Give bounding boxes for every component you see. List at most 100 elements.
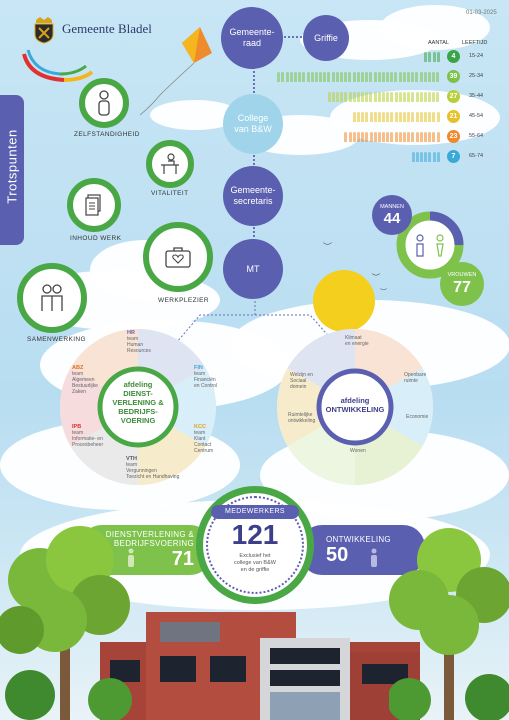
mt-label: MT: [246, 263, 260, 274]
person-figure-icon: [398, 92, 402, 102]
person-figure-icon: [285, 72, 289, 82]
dienstverlening-pie: [60, 329, 216, 485]
person-figure-icon: [377, 112, 381, 122]
team-code: ABZ: [72, 365, 84, 371]
person-figure-icon: [428, 52, 432, 62]
college-node[interactable]: College van B&W: [223, 94, 283, 154]
team-label-kcc: KCC team Klant Contact Centrum: [194, 424, 213, 454]
vitaliteit-circle: [146, 140, 194, 188]
person-figure-icon: [352, 112, 356, 122]
age-row-figures: [424, 51, 441, 63]
person-figure-icon: [382, 132, 386, 142]
person-figure-icon: [369, 132, 373, 142]
team-label-fin: FIN team Financiën en Control: [194, 365, 217, 389]
medewerkers-value: 121: [231, 519, 279, 550]
person-figure-icon: [419, 92, 423, 102]
secretaris-label: Gemeente- secretaris: [230, 185, 276, 206]
person-figure-icon: [432, 52, 436, 62]
vrouwen-badge: VROUWEN 77: [440, 262, 484, 306]
age-row-figures: [411, 151, 441, 163]
person-figure-icon: [419, 112, 423, 122]
team-code: VTH: [126, 456, 137, 462]
person-figure-icon: [411, 132, 415, 142]
person-figure-icon: [331, 92, 335, 102]
inhoud-werk-label: INHOUD WERK: [70, 235, 122, 242]
person-figure-icon: [386, 92, 390, 102]
tree-left: [0, 526, 132, 720]
gemeenteraad-node[interactable]: Gemeente- raad: [221, 7, 283, 69]
gemeenteraad-label: Gemeente- raad: [229, 27, 275, 48]
person-figure-icon: [432, 72, 436, 82]
person-figure-icon: [361, 132, 365, 142]
secretaris-node[interactable]: Gemeente- secretaris: [223, 166, 283, 226]
person-figure-icon: [407, 72, 410, 82]
person-figure-icon: [356, 112, 360, 122]
org-connector: [253, 40, 257, 280]
person-figure-icon: [403, 112, 407, 122]
document-icon: [85, 194, 101, 216]
zelfstandigheid-label: ZELFSTANDIGHEID: [74, 131, 140, 138]
medewerkers-ring-inner: [206, 496, 304, 594]
vitaliteit-label: VITALITEIT: [151, 190, 189, 197]
age-count-badge: 4: [447, 50, 460, 63]
vrouwen-value: 77: [453, 279, 471, 296]
person-figure-icon: [411, 112, 415, 122]
ontwikkeling-pie: [277, 329, 433, 485]
domain-label: Economie: [406, 414, 429, 420]
ontwikkeling-total-pill: ONTWIKKELING 50: [300, 525, 425, 575]
domain-label: Klimaat en energie: [345, 335, 369, 347]
kite-icon: [139, 27, 212, 116]
team-name: team Financiën en Control: [194, 371, 218, 389]
bird-icon: ︶: [380, 289, 387, 296]
age-range-label: 55-64: [469, 133, 484, 139]
person-figure-icon: [419, 152, 423, 162]
person-figure-icon: [415, 72, 419, 82]
person-figure-icon: [310, 72, 314, 82]
person-figure-icon: [432, 132, 436, 142]
person-figure-icon: [428, 112, 432, 122]
person-figure-icon: [377, 92, 381, 102]
bird-icon: ︶: [323, 242, 333, 252]
person-figure-icon: [348, 72, 352, 82]
team-code: IPB: [72, 424, 82, 430]
griffie-node[interactable]: Griffie: [303, 15, 349, 61]
person-figure-icon: [348, 92, 352, 102]
person-figure-icon: [407, 132, 411, 142]
person-figure-icon: [394, 112, 398, 122]
ontwikkeling-total-label: ONTWIKKELING: [326, 534, 391, 544]
person-figure-icon: [386, 132, 390, 142]
medewerkers-circle: MEDEWERKERS 121 Exclusief het college va…: [196, 486, 314, 604]
bird-icon: ︶: [372, 273, 380, 282]
person-figure-icon: [327, 72, 331, 82]
person-figure-icon: [390, 92, 394, 102]
age-count-badge: 21: [447, 110, 460, 123]
person-figure-icon: [419, 132, 423, 142]
person-figure-icon: [394, 132, 398, 142]
person-figure-icon: [427, 72, 431, 82]
briefcase-heart-icon: [165, 247, 191, 268]
person-figure-icon: [386, 112, 390, 122]
person-figure-icon: [361, 112, 365, 122]
team-name: team Informatie- en Procesbeheer: [72, 430, 104, 448]
mt-node[interactable]: MT: [223, 239, 283, 299]
dienstverlening-total-label: DIENSTVERLENING & BEDRIJFSVOERING: [105, 530, 194, 548]
college-label: College van B&W: [234, 113, 272, 134]
person-figure-icon: [352, 72, 356, 82]
townhall-building: [100, 612, 420, 720]
mannen-value: 44: [383, 209, 401, 227]
trotspunten-label: Trotspunten: [4, 129, 20, 204]
trotspunten-tab[interactable]: Trotspunten: [0, 95, 24, 245]
person-figure-icon: [298, 72, 302, 82]
person-figure-icon: [377, 72, 381, 82]
person-figure-icon: [436, 72, 440, 82]
person-figure-icon: [436, 132, 440, 142]
person-figure-icon: [327, 92, 331, 102]
person-figure-icon: [382, 92, 386, 102]
ontwikkeling-total-value: 50: [326, 543, 349, 566]
person-figure-icon: [356, 72, 360, 82]
person-figure-icon: [415, 112, 419, 122]
person-figure-icon: [411, 92, 415, 102]
logo-swoosh: [22, 49, 94, 82]
person-figure-icon: [424, 52, 428, 62]
person-figure-icon: [369, 72, 373, 82]
